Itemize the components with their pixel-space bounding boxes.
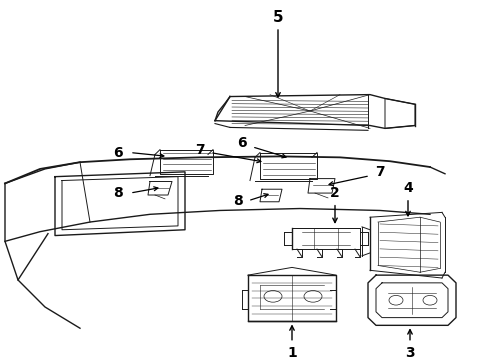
Text: 8: 8 [233,194,243,208]
Text: 8: 8 [113,186,123,200]
Text: 5: 5 [273,10,283,25]
Text: 4: 4 [403,181,413,195]
Text: 7: 7 [195,143,205,157]
Text: 3: 3 [405,346,415,360]
Text: 7: 7 [375,165,385,179]
Text: 2: 2 [330,186,340,200]
Text: 1: 1 [287,346,297,360]
Text: 6: 6 [113,145,123,159]
Text: 6: 6 [237,136,247,150]
